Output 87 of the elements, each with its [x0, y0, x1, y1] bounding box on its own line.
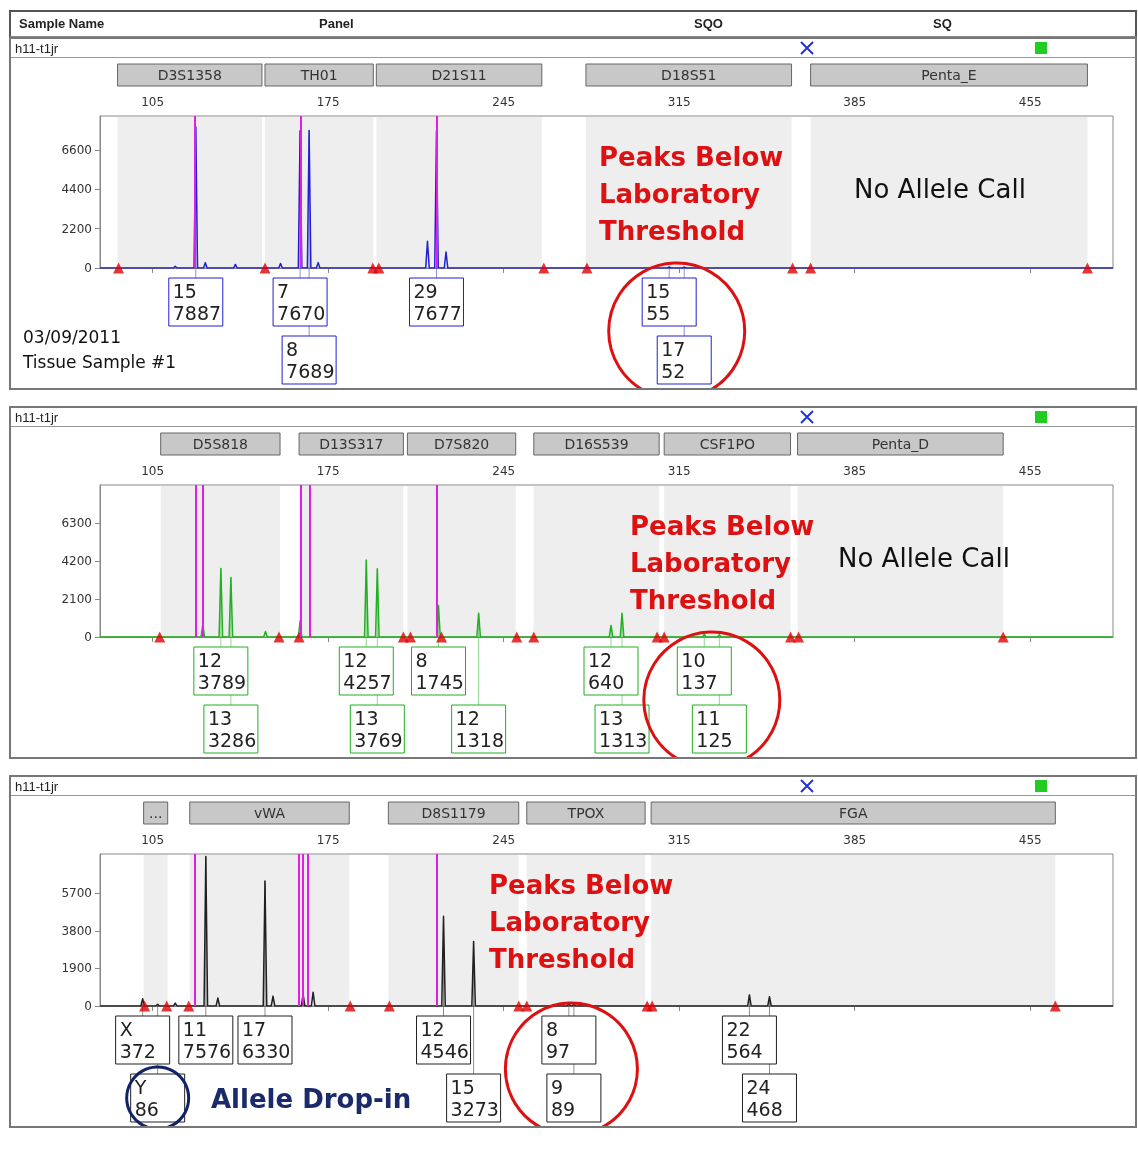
annotation: 13 1313: [599, 707, 648, 751]
band-label: Penta_E: [921, 67, 977, 83]
y-tick-label: 0: [84, 630, 92, 644]
y-tick-label: 1900: [61, 961, 92, 976]
chart-title: h11-t1jr: [15, 779, 59, 794]
annotation: 8 97: [545, 1018, 571, 1062]
annotation: 22 564: [726, 1018, 763, 1062]
annotation: Peaks Below Laboratory Threshold: [599, 141, 793, 246]
y-tick-label: 6600: [61, 142, 92, 157]
annotation: 29 7677: [413, 280, 462, 324]
annotation: 17 52: [661, 338, 686, 382]
text: SQ: [933, 16, 952, 31]
x-tick-label: 385: [843, 464, 867, 478]
band-label: vWA: [254, 805, 286, 821]
x-tick-label: 455: [1018, 464, 1042, 478]
text: Panel: [319, 16, 354, 31]
annotation: X 372: [119, 1018, 156, 1062]
annotation: 24 468: [746, 1076, 783, 1120]
text: 03/09/2011: [23, 326, 121, 347]
x-tick-label: 385: [843, 95, 867, 109]
x-tick-label: 455: [1018, 833, 1042, 847]
x-tick-label: 175: [316, 95, 340, 109]
band-label: ...: [148, 805, 163, 821]
y-tick-label: 4200: [61, 554, 92, 568]
annotation: 15 55: [646, 280, 671, 324]
x-tick-label: 105: [141, 833, 165, 847]
x-tick-label: 385: [843, 833, 867, 847]
annotation: 13 3286: [207, 707, 257, 751]
band-label: CSF1PO: [699, 436, 755, 452]
annotation: 12 640: [588, 649, 625, 693]
x-tick-label: 315: [667, 833, 691, 847]
annotation: 12 4257: [343, 649, 392, 693]
y-tick-label: 4400: [61, 182, 92, 197]
annotation: 15 3273: [450, 1076, 499, 1120]
chart-title: h11-t1jr: [15, 41, 59, 56]
band-label: D8S1179: [421, 805, 486, 821]
y-tick-label: 5700: [61, 886, 92, 901]
x-tick-label: 105: [141, 95, 165, 109]
text: SQO: [694, 16, 723, 31]
y-tick-label: 0: [84, 999, 92, 1013]
annotation: 13 3769: [354, 707, 403, 751]
x-tick-label: 105: [141, 464, 165, 478]
band-label: D21S11: [431, 67, 487, 83]
annotation: No Allele Call: [854, 173, 1026, 204]
text: Tissue Sample #1: [22, 351, 177, 372]
annotation: 11 125: [696, 707, 733, 751]
y-tick-label: 6300: [61, 516, 92, 530]
annotation: 12 3789: [197, 649, 247, 693]
x-tick-label: 245: [492, 464, 516, 478]
annotation: Peaks Below Laboratory Threshold: [630, 510, 824, 615]
chart-title: h11-t1jr: [15, 410, 59, 425]
band-label: D13S317: [319, 436, 384, 452]
annotation: 12 4546: [420, 1018, 469, 1062]
x-tick-label: 455: [1018, 95, 1042, 109]
band-label: D18S51: [661, 67, 717, 83]
band-label: D7S820: [433, 436, 490, 452]
text: Sample Name: [19, 16, 105, 31]
band-label: D3S1358: [157, 67, 222, 83]
band-label: FGA: [838, 805, 868, 821]
y-tick-label: 0: [84, 261, 92, 275]
band-label: D16S539: [564, 436, 629, 452]
annotation: 8 7689: [286, 338, 335, 382]
annotation: 8 1745: [415, 649, 464, 693]
x-tick-label: 175: [316, 464, 340, 478]
band-label: TPOX: [566, 805, 605, 821]
annotation: 7 7670: [277, 280, 326, 324]
annotation: Peaks Below Laboratory Threshold: [489, 869, 683, 974]
annotation: 12 1318: [455, 707, 504, 751]
annotation: 11 7576: [182, 1018, 232, 1062]
text: Allele Drop-in: [211, 1083, 412, 1114]
band-label: Penta_D: [871, 436, 930, 452]
annotation: 10 137: [681, 649, 718, 693]
annotation: 15 7887: [172, 280, 222, 324]
x-tick-label: 245: [492, 95, 516, 109]
y-tick-label: 2100: [61, 592, 92, 606]
y-tick-label: 2200: [61, 221, 92, 236]
x-tick-label: 175: [316, 833, 340, 847]
x-tick-label: 245: [492, 833, 516, 847]
x-tick-label: 315: [667, 95, 691, 109]
y-tick-label: 3800: [61, 923, 92, 938]
band-label: TH01: [299, 67, 338, 83]
annotation: 9 89: [550, 1076, 576, 1120]
annotation: 17 6330: [241, 1018, 291, 1062]
x-tick-label: 315: [667, 464, 691, 478]
annotation: No Allele Call: [838, 542, 1010, 573]
annotation: Y 86: [133, 1076, 159, 1120]
band-label: D5S818: [192, 436, 248, 452]
